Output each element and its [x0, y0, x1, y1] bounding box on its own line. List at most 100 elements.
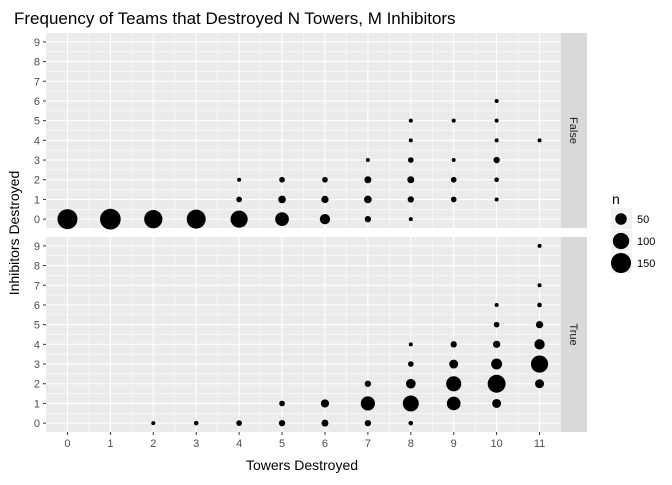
legend-key-label: 50: [637, 214, 649, 226]
data-point: [537, 243, 542, 248]
y-tick-label: 6: [34, 96, 40, 108]
x-tick-label: 10: [491, 438, 503, 450]
y-tick-label: 5: [34, 320, 40, 332]
x-tick-label: 7: [365, 438, 371, 450]
data-point: [364, 419, 372, 427]
x-tick-label: 5: [279, 438, 285, 450]
data-point: [451, 158, 456, 163]
data-point: [237, 177, 242, 182]
data-point: [494, 138, 499, 143]
data-point: [446, 376, 462, 392]
data-point: [407, 157, 414, 163]
data-point: [100, 208, 121, 230]
y-tick-label: 6: [34, 300, 40, 312]
y-tick-label: 9: [34, 37, 40, 49]
y-tick-label: 0: [34, 418, 40, 430]
data-point: [450, 341, 457, 348]
facet-strip-label: True: [567, 323, 579, 345]
y-tick-label: 3: [34, 359, 40, 371]
data-point: [492, 398, 502, 408]
chart-title: Frequency of Teams that Destroyed N Towe…: [14, 9, 456, 28]
data-point: [364, 215, 372, 223]
data-point: [236, 420, 242, 426]
data-point: [494, 197, 499, 202]
y-tick-label: 9: [34, 241, 40, 253]
data-point: [451, 118, 456, 123]
data-point: [494, 118, 499, 123]
x-tick-label: 3: [193, 438, 199, 450]
data-point: [322, 176, 328, 183]
data-point: [408, 118, 413, 123]
data-point: [278, 195, 286, 204]
y-tick-label: 4: [34, 135, 40, 147]
data-point: [494, 302, 499, 307]
data-point: [446, 396, 461, 411]
data-point: [537, 283, 542, 288]
data-point: [321, 419, 329, 427]
facet-strip-label: False: [567, 117, 579, 144]
x-tick-label: 6: [322, 438, 328, 450]
data-point: [360, 396, 375, 411]
data-point: [278, 419, 286, 427]
x-tick-label: 11: [534, 438, 545, 450]
data-point: [487, 374, 506, 393]
y-tick-label: 1: [34, 194, 40, 206]
x-tick-label: 1: [107, 438, 113, 450]
x-axis-label: Towers Destroyed: [246, 457, 358, 473]
y-tick-label: 3: [34, 155, 40, 167]
legend-key-point: [610, 252, 632, 274]
legend-key-point: [615, 213, 627, 225]
x-tick-label: 4: [236, 438, 242, 450]
data-point: [364, 195, 372, 204]
data-point: [450, 176, 457, 183]
y-tick-label: 5: [34, 116, 40, 128]
data-point: [279, 400, 285, 407]
size-legend: 50 100 150: [610, 208, 655, 274]
data-point: [151, 421, 156, 426]
y-tick-label: 2: [34, 379, 40, 391]
data-point: [144, 209, 163, 229]
legend-key-label: 150: [637, 258, 655, 270]
y-tick-label: 1: [34, 398, 40, 410]
data-point: [493, 321, 500, 328]
data-point: [275, 212, 289, 226]
y-tick-label: 8: [34, 57, 40, 69]
legend-key-label: 100: [637, 236, 655, 248]
x-tick-label: 9: [451, 438, 457, 450]
facet-panel-false: 0 1 2 3 4 5 6 7 8 9 False: [34, 33, 587, 230]
legend-title: n: [612, 191, 620, 207]
y-tick-label: 7: [34, 76, 40, 88]
x-tick-label: 0: [64, 438, 70, 450]
y-tick-label: 4: [34, 339, 40, 351]
data-point: [193, 420, 199, 426]
data-point: [450, 196, 457, 203]
data-point: [492, 340, 501, 349]
data-point: [408, 342, 413, 347]
facet-panels: 0 1 2 3 4 5 6 7 8 9 False 0 1 2 3 4 5 6 7 8 9 True 0 1 2 3 4 5 6 7 8 9 1…: [34, 33, 587, 450]
y-tick-label: 7: [34, 280, 40, 292]
data-point: [279, 176, 285, 183]
facet-panel-true: 0 1 2 3 4 5 6 7 8 9 True: [34, 237, 587, 432]
data-point: [321, 195, 329, 204]
facet-strip: [561, 33, 587, 228]
data-point: [230, 210, 248, 228]
data-point: [407, 176, 415, 184]
data-point: [408, 420, 414, 426]
data-point: [364, 176, 372, 184]
data-point: [491, 358, 503, 370]
data-point: [449, 359, 459, 369]
y-axis-label: Inhibitors Destroyed: [6, 171, 22, 296]
data-point: [534, 339, 545, 350]
data-point: [535, 379, 545, 389]
data-point: [530, 355, 549, 373]
data-point: [405, 378, 416, 389]
data-point: [494, 177, 499, 183]
y-tick-label: 8: [34, 261, 40, 273]
facet-strip: [561, 237, 587, 432]
data-point: [186, 209, 206, 229]
y-tick-label: 0: [34, 214, 40, 226]
data-point: [57, 209, 78, 230]
data-point: [319, 213, 331, 225]
